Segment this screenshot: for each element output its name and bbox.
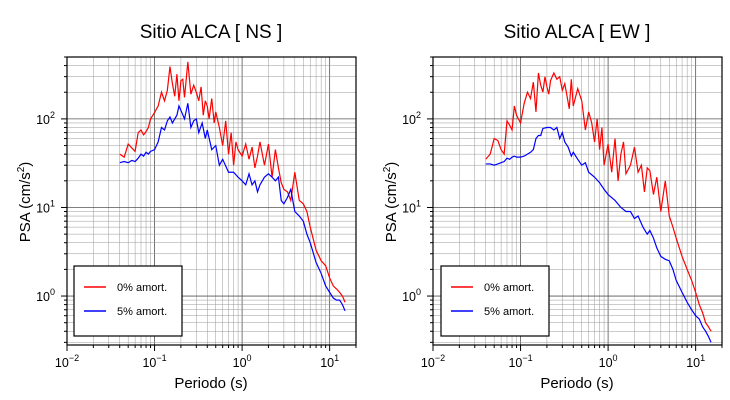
tick-marks [427, 56, 723, 351]
x-tick-label: 101 [686, 353, 705, 370]
x-tick-label: 100 [233, 353, 252, 370]
y-axis-label: PSA (cm/s2) [382, 162, 400, 243]
x-tick-label: 10−2 [421, 353, 445, 370]
series-line-0-damping [119, 61, 346, 303]
chart-panel-ew: Sitio ALCA [ EW ] 10−2 10−1 100 101 1001011… [382, 22, 723, 392]
y-tick-label: 102 [402, 110, 421, 127]
x-tick-label: 100 [599, 353, 618, 370]
legend-label-0-damping: 0% amort. [484, 282, 534, 294]
legend-box [440, 265, 550, 337]
plot-frame [66, 56, 357, 346]
y-tick-label: 102 [36, 110, 55, 127]
grid-lines [66, 56, 357, 345]
series-layer [485, 71, 712, 343]
chart-title: Sitio ALCA [ NS ] [140, 22, 283, 43]
legend-label-5-damping: 5% amort. [484, 306, 534, 318]
y-tick-label: 100 [36, 287, 55, 304]
chart-panel-ns: Sitio ALCA [ NS ] 10−2 10−1 100 101 1001011… [16, 22, 357, 392]
chart-title: Sitio ALCA [ EW ] [504, 22, 651, 43]
y-tick-label: 101 [36, 198, 55, 215]
y-tick-labels: 100 101 102 [402, 110, 421, 304]
x-tick-label: 101 [320, 353, 339, 370]
legend-label-5-damping: 5% amort. [117, 306, 167, 318]
series-line-0-damping [485, 71, 712, 332]
x-tick-label: 10−1 [142, 353, 166, 370]
tick-marks [61, 56, 357, 351]
x-tick-label: 10−1 [508, 353, 532, 370]
x-tick-labels: 10−2 10−1 100 101 [55, 353, 339, 370]
y-tick-label: 101 [402, 198, 421, 215]
plot-frame [432, 56, 723, 346]
series-line-5-damping [485, 126, 712, 343]
series-line-5-damping [119, 103, 346, 312]
series-layer [119, 61, 346, 312]
legend-label-0-damping: 0% amort. [117, 282, 167, 294]
legend-box [73, 265, 183, 337]
x-tick-labels: 10−2 10−1 100 101 [421, 353, 705, 370]
grid-lines [432, 56, 723, 345]
x-tick-label: 10−2 [55, 353, 79, 370]
y-axis-label: PSA (cm/s2) [16, 162, 34, 243]
x-axis-label: Periodo (s) [540, 375, 613, 392]
y-tick-labels: 100 101 102 [36, 110, 55, 304]
legend: 0% amort. 5% amort. [440, 265, 550, 337]
y-tick-label: 100 [402, 287, 421, 304]
legend: 0% amort. 5% amort. [73, 265, 183, 337]
x-axis-label: Periodo (s) [174, 375, 247, 392]
